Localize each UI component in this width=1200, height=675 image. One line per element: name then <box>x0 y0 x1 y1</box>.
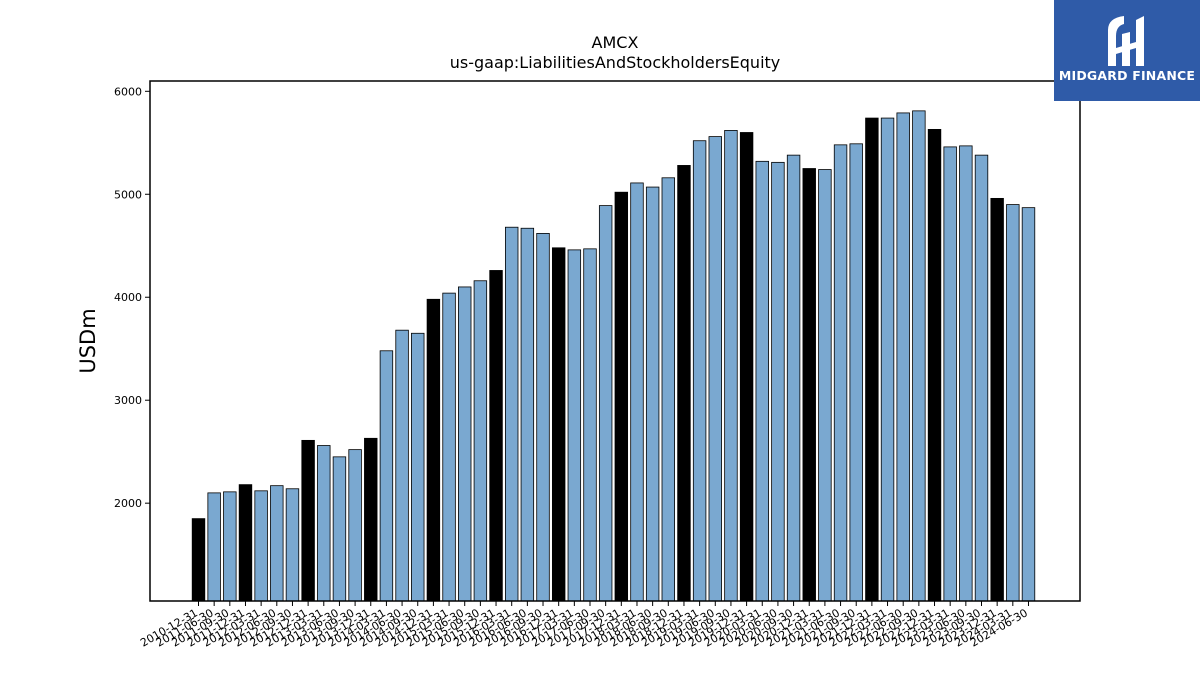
bar-2019-06-30 <box>708 136 722 602</box>
bar-2013-09-30 <box>348 449 362 602</box>
bar-2020-03-31 <box>755 160 769 602</box>
bar-2013-12-31 <box>364 437 378 602</box>
bar-2022-12-31 <box>927 128 942 602</box>
bar-2023-06-30 <box>959 145 973 602</box>
bar-2018-06-30 <box>645 186 660 602</box>
bar-2019-12-31 <box>739 132 754 602</box>
bar-2016-06-30 <box>520 227 535 602</box>
bar-2021-03-31 <box>818 169 832 602</box>
bar-2022-03-31 <box>880 117 895 602</box>
bar-2019-03-31 <box>692 140 707 602</box>
chart-subtitle: us-gaap:LiabilitiesAndStockholdersEquity <box>450 53 781 72</box>
bar-2012-09-30 <box>285 488 300 602</box>
bar-2023-03-31 <box>943 146 957 602</box>
bar-2012-06-30 <box>270 485 284 602</box>
bar-2015-12-31 <box>489 270 503 602</box>
bar-2010-12-31 <box>191 518 206 602</box>
bar-2011-09-30 <box>223 491 237 602</box>
bars-group <box>191 110 1036 602</box>
bar-2020-12-31 <box>802 168 816 602</box>
bar-2018-12-31 <box>677 165 691 602</box>
bar-2017-12-31 <box>614 191 629 602</box>
bar-2012-12-31 <box>301 439 315 602</box>
bar-2014-03-31 <box>379 350 394 602</box>
bar-2020-09-30 <box>786 154 801 602</box>
bar-2016-03-31 <box>504 226 519 602</box>
plot-frame <box>149 80 1081 602</box>
bar-2023-09-30 <box>974 154 989 602</box>
bar-2014-06-30 <box>395 329 409 602</box>
y-axis-ticks: 2000 3000 4000 5000 6000 <box>114 85 150 510</box>
bar-2013-03-31 <box>317 445 331 602</box>
bar-2013-06-30 <box>332 456 347 602</box>
bar-2011-12-31 <box>238 484 253 602</box>
bar-2015-09-30 <box>473 280 488 602</box>
bar-2015-06-30 <box>458 286 472 602</box>
y-tick-label: 5000 <box>114 188 142 201</box>
bar-2023-12-31 <box>990 197 1004 602</box>
bar-2017-03-31 <box>567 249 582 602</box>
bar-2018-03-31 <box>630 182 644 602</box>
bar-2022-09-30 <box>912 110 926 602</box>
bar-2014-12-31 <box>426 298 441 602</box>
bar-2016-12-31 <box>551 247 566 602</box>
y-tick-label: 6000 <box>114 85 142 98</box>
bar-2024-03-31 <box>1006 204 1020 602</box>
bar-2020-06-30 <box>771 161 785 602</box>
bar-2015-03-31 <box>442 292 456 602</box>
bar-2016-09-30 <box>536 232 550 602</box>
x-axis-ticks: 2010-12-312011-06-302011-09-302011-12-31… <box>138 601 1030 650</box>
chart-title: AMCX <box>592 33 639 52</box>
y-tick-label: 3000 <box>114 394 142 407</box>
bar-2024-06-30 <box>1021 207 1036 602</box>
bar-2021-06-30 <box>833 144 848 602</box>
y-tick-label: 4000 <box>114 291 142 304</box>
bar-2017-06-30 <box>583 248 597 602</box>
bar-2011-06-30 <box>207 492 221 602</box>
bar-2021-09-30 <box>849 143 863 602</box>
bar-2017-09-30 <box>598 205 613 602</box>
y-axis-label: USDm <box>76 308 100 373</box>
y-tick-label: 2000 <box>114 497 142 510</box>
brand-logo: MIDGARD FINANCE <box>1054 0 1200 101</box>
bar-2019-09-30 <box>724 130 738 602</box>
bar-2022-06-30 <box>896 112 910 602</box>
midgard-logo-icon <box>1108 16 1144 66</box>
bar-2014-09-30 <box>411 332 425 602</box>
bar-2012-03-31 <box>254 490 268 602</box>
brand-logo-text: MIDGARD FINANCE <box>1058 68 1196 83</box>
bar-2021-12-31 <box>865 117 879 602</box>
bar-2018-09-30 <box>661 177 676 602</box>
